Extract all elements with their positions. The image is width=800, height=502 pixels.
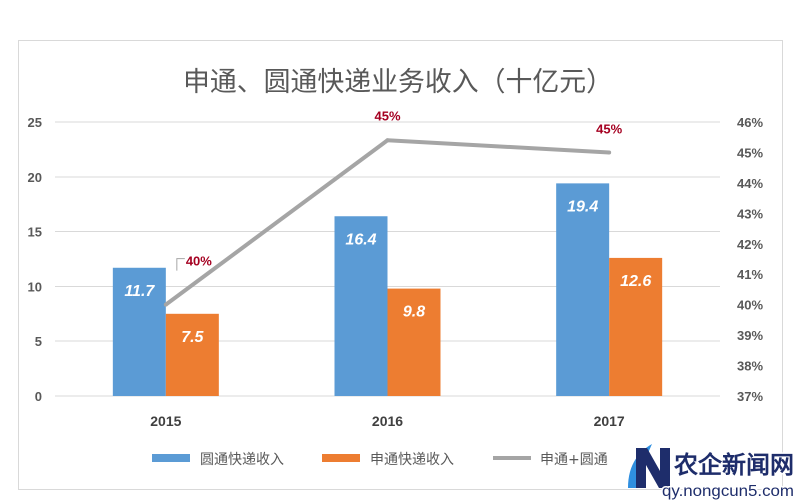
legend-item-combined-share: 申通+圆通	[493, 452, 608, 468]
legend-swatch-yuantong-revenue	[152, 454, 190, 462]
combined-share-point-2016	[385, 138, 390, 143]
combined-share-data-label-2015: 40%	[186, 254, 212, 269]
watermark-logo-icon	[636, 448, 670, 488]
shentong-revenue-data-label-2017: 12.6	[620, 273, 651, 290]
shentong-revenue-bar-2017	[609, 257, 663, 396]
watermark-site-url: qy.nongcun5.com	[662, 483, 794, 500]
shentong-revenue-bar-2016	[387, 288, 441, 396]
combined-share-data-label-2017: 45%	[596, 121, 622, 136]
yuantong-revenue-data-label-2015: 11.7	[124, 283, 155, 300]
yuantong-revenue-data-label-2016: 16.4	[345, 231, 376, 248]
legend-label-yuantong-revenue: 圆通快递收入	[200, 452, 284, 468]
legend-swatch-shentong-revenue	[322, 454, 360, 462]
data-label-leader-line	[176, 258, 185, 271]
axes: 0 5 10 15 20 25 37% 38% 39% 40% 41% 42% 43% 44% 45% 46%…	[28, 115, 764, 429]
shentong-revenue-data-label-2015: 7.5	[181, 329, 204, 346]
y-left-tick-label-15: 15	[28, 225, 42, 240]
bars	[112, 183, 663, 396]
yuantong-revenue-data-label-2017: 19.4	[567, 198, 598, 215]
y-right-tick-label-43: 43%	[737, 206, 763, 221]
y-left-tick-label-10: 10	[28, 279, 42, 294]
y-right-tick-label-41: 41%	[737, 267, 763, 282]
yuantong-revenue-bar-2017	[556, 183, 610, 396]
y-right-tick-label-37: 37%	[737, 389, 763, 404]
y-right-tick-label-42: 42%	[737, 237, 763, 252]
y-right-tick-label-44: 44%	[737, 176, 763, 191]
y-right-tick-label-38: 38%	[737, 359, 763, 374]
shentong-revenue-bar-2015	[165, 313, 219, 396]
y-right-tick-label-45: 45%	[737, 145, 763, 160]
x-tick-label-2017: 2017	[594, 413, 625, 429]
y-left-tick-label-25: 25	[28, 115, 42, 130]
combined-share-data-label-2016: 45%	[374, 108, 400, 123]
yuantong-revenue-bar-2016	[334, 216, 388, 396]
watermark: 农企新闻网 qy.nongcun5.com	[628, 444, 796, 502]
y-right-tick-label-39: 39%	[737, 328, 763, 343]
y-left-tick-label-5: 5	[35, 334, 42, 349]
combined-share-point-2015	[163, 302, 168, 307]
shentong-revenue-data-label-2016: 9.8	[403, 304, 425, 321]
legend-item-shentong-revenue: 申通快递收入	[322, 452, 454, 468]
y-left-tick-label-0: 0	[35, 389, 42, 404]
legend: 圆通快递收入 申通快递收入 申通+圆通	[152, 452, 608, 468]
y-right-tick-label-40: 40%	[737, 298, 763, 313]
y-left-tick-label-20: 20	[28, 170, 42, 185]
x-tick-label-2016: 2016	[372, 413, 403, 429]
chart-title: 申通、圆通快递业务收入（十亿元）	[183, 67, 613, 98]
yuantong-revenue-bar-2015	[112, 267, 166, 396]
data-labels: 11.7 16.4 19.4 7.5 9.8 12.6 40% 45% 45%	[124, 108, 651, 346]
legend-item-yuantong-revenue: 圆通快递收入	[152, 452, 284, 468]
line-series	[163, 138, 612, 307]
y-right-tick-label-46: 46%	[737, 115, 763, 130]
legend-label-shentong-revenue: 申通快递收入	[370, 452, 454, 468]
combined-share-point-2017	[607, 150, 612, 155]
x-tick-label-2015: 2015	[150, 413, 181, 429]
legend-label-combined-share: 申通+圆通	[540, 452, 608, 468]
watermark-site-name: 农企新闻网	[673, 451, 794, 479]
